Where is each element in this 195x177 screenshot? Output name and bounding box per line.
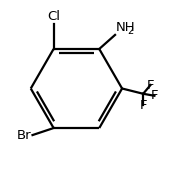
Text: F: F bbox=[151, 89, 158, 102]
Text: Cl: Cl bbox=[47, 10, 60, 23]
Text: 2: 2 bbox=[128, 26, 134, 36]
Text: F: F bbox=[139, 99, 147, 112]
Text: F: F bbox=[147, 79, 154, 92]
Text: NH: NH bbox=[116, 21, 136, 33]
Text: Br: Br bbox=[17, 129, 32, 142]
